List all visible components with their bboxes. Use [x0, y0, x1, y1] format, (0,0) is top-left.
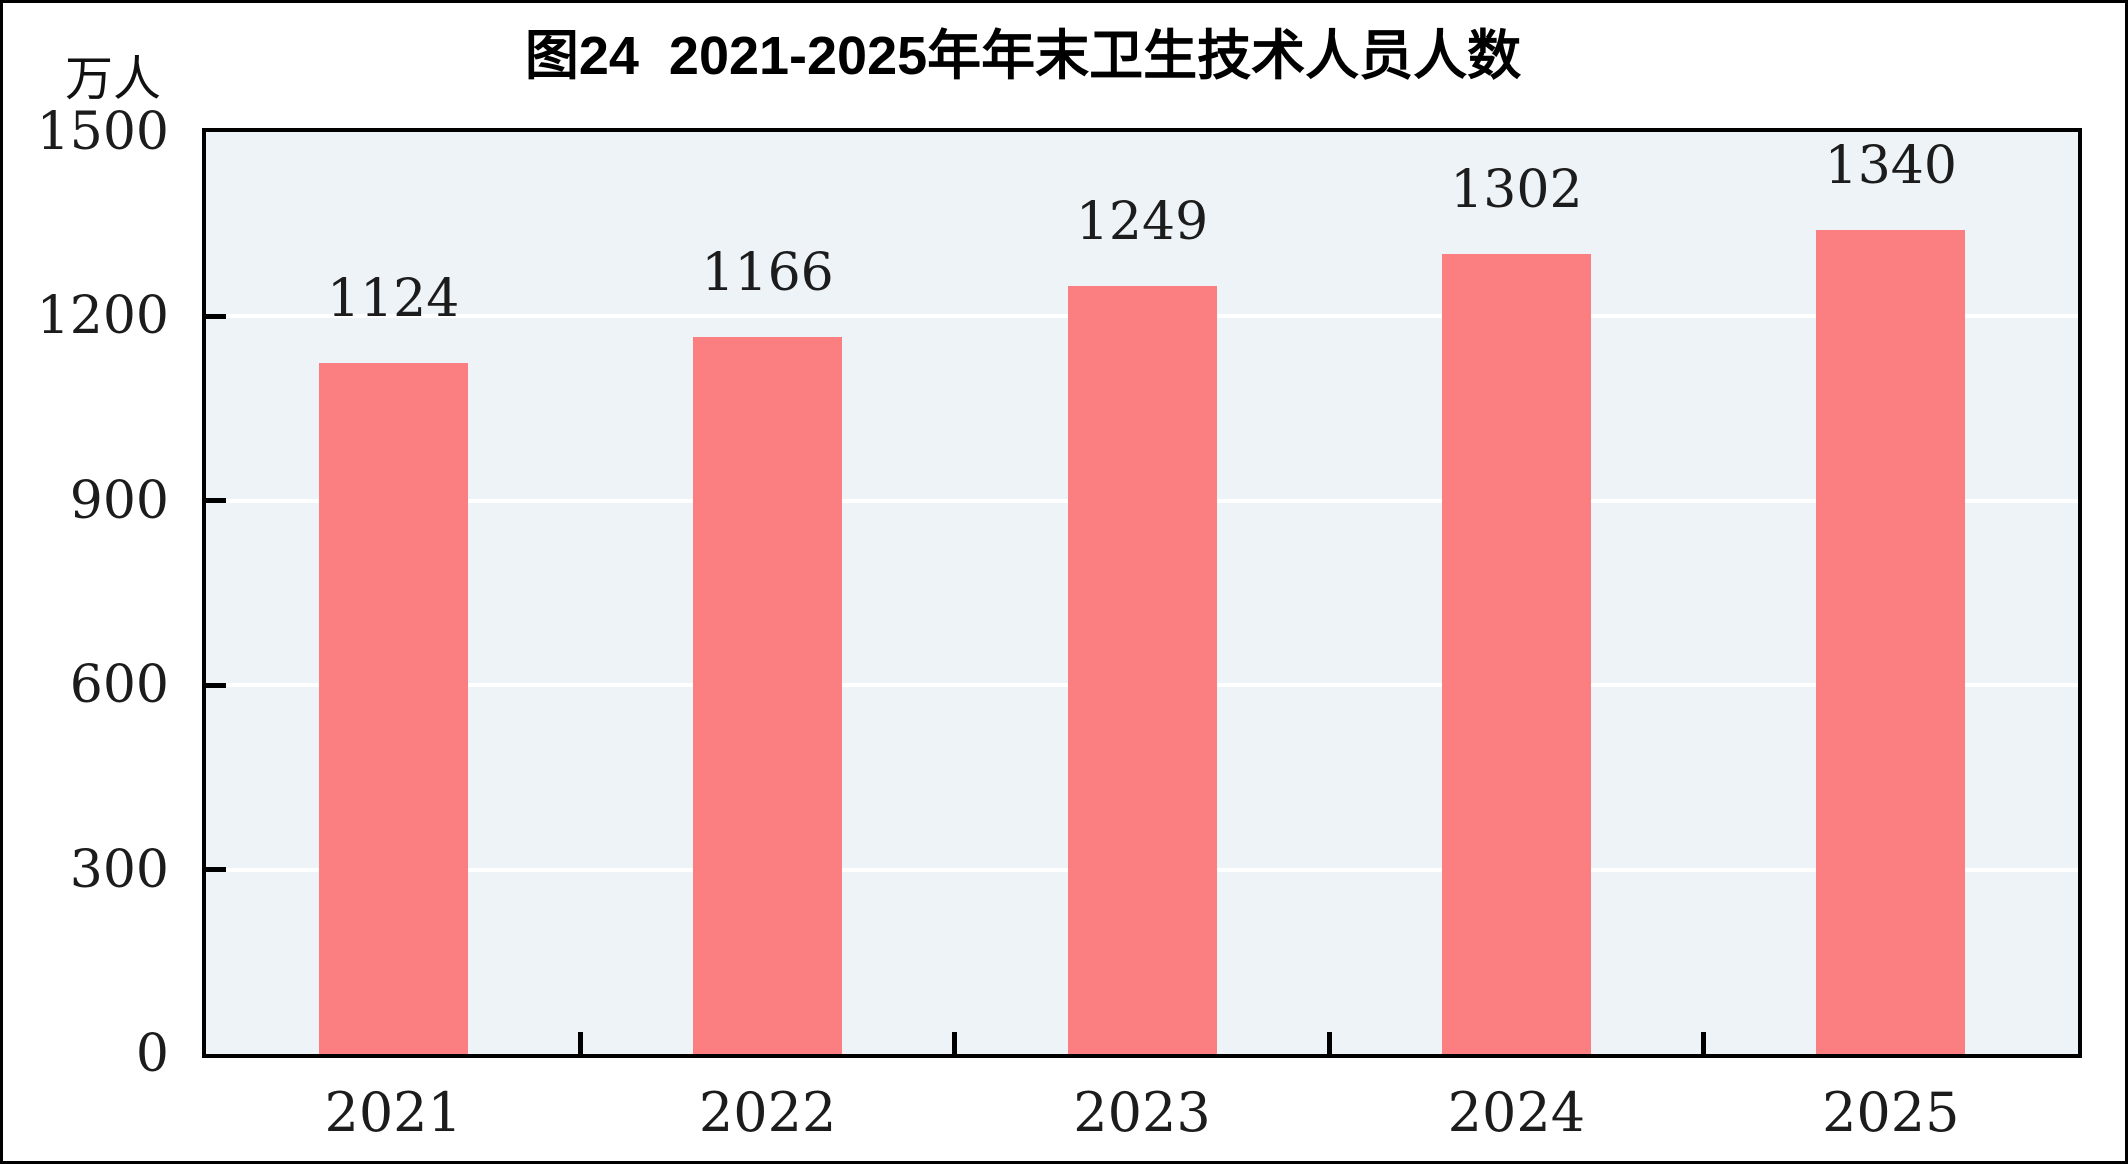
y-tick-mark — [206, 498, 226, 504]
y-tick-mark — [206, 867, 226, 873]
y-axis-tick-label: 300 — [69, 839, 169, 900]
chart-title: 图24 2021-2025年年末卫生技术人员人数 — [524, 26, 1522, 86]
x-tick-mark — [577, 1032, 583, 1054]
x-axis-tick-label: 2021 — [324, 1081, 462, 1144]
bar — [1441, 253, 1591, 1054]
bar — [693, 337, 843, 1054]
bar-value-label: 1340 — [1824, 136, 1957, 197]
bar-value-label: 1302 — [1450, 159, 1583, 220]
bar — [1067, 286, 1217, 1054]
x-axis-tick-label: 2024 — [1447, 1081, 1586, 1144]
y-axis-tick-label: 1200 — [36, 286, 169, 347]
y-axis-tick-label: 600 — [69, 655, 169, 716]
x-axis-tick-label: 2025 — [1822, 1081, 1960, 1144]
y-tick-mark — [206, 682, 226, 688]
y-axis-unit-label: 万人 — [65, 53, 162, 106]
y-tick-mark — [206, 313, 226, 319]
y-axis-tick-label: 900 — [69, 470, 169, 531]
x-tick-mark — [1326, 1032, 1332, 1054]
bar — [318, 363, 468, 1054]
x-axis-tick-label: 2023 — [1073, 1081, 1211, 1144]
y-axis-tick-label: 1500 — [36, 102, 169, 162]
y-axis-tick-label: 0 — [135, 1024, 169, 1084]
bar — [1816, 230, 1966, 1054]
bar-value-label: 1124 — [327, 269, 460, 330]
x-axis-tick-label: 2022 — [698, 1081, 837, 1144]
x-tick-mark — [1701, 1032, 1707, 1054]
plot-area: 1124 1166 1249 1302 1340 — [202, 128, 2082, 1058]
bar-value-label: 1166 — [701, 243, 834, 304]
x-tick-mark — [952, 1032, 958, 1054]
bar-value-label: 1249 — [1075, 192, 1209, 253]
